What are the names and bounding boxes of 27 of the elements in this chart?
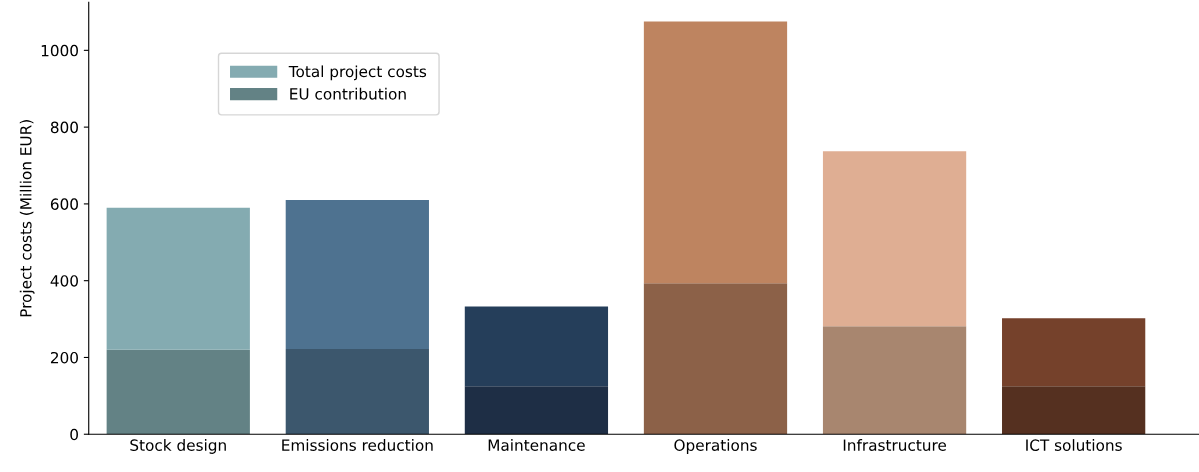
y-tick-label: 1000 <box>41 44 78 57</box>
bar <box>285 200 429 350</box>
bar <box>643 21 788 284</box>
y-tick-label: 800 <box>50 121 78 134</box>
x-tick-label: Emissions reduction <box>282 439 433 451</box>
bar <box>106 349 250 435</box>
y-tick-label: 400 <box>50 275 78 287</box>
bar <box>822 151 967 327</box>
y-axis-title: Project costs (Million EUR) <box>19 120 35 317</box>
bar <box>285 349 429 435</box>
bar <box>1002 318 1146 387</box>
x-tick-label: Maintenance <box>488 439 585 451</box>
legend-label: EU contribution <box>290 87 406 100</box>
x-tick-label: Operations <box>674 439 757 454</box>
bar <box>464 306 609 387</box>
x-tick-label: Infrastructure <box>843 439 947 451</box>
bar <box>643 283 788 435</box>
x-tick-label: ICT solutions <box>1026 439 1122 451</box>
legend-label: Total project costs <box>288 65 427 81</box>
bar <box>1002 386 1146 435</box>
bar <box>106 207 250 350</box>
y-tick-label: 200 <box>50 351 78 364</box>
x-tick-label: Stock design <box>130 439 226 454</box>
y-tick-label: 600 <box>50 198 78 210</box>
bar <box>822 326 967 435</box>
y-tick-label: 0 <box>70 428 78 441</box>
bar <box>464 386 609 435</box>
